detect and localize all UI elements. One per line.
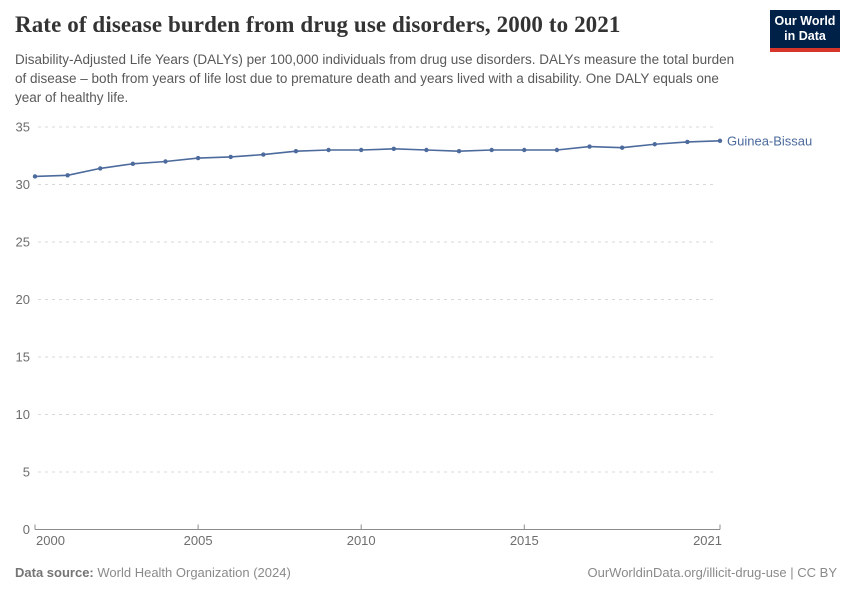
data-point[interactable] xyxy=(98,166,103,171)
data-point[interactable] xyxy=(456,148,462,154)
y-tick-label: 30 xyxy=(16,177,30,192)
owid-logo-line2: in Data xyxy=(784,29,826,43)
data-point[interactable] xyxy=(358,147,364,153)
y-tick-label: 0 xyxy=(23,522,30,537)
data-point[interactable] xyxy=(619,145,625,150)
data-point[interactable] xyxy=(65,173,70,178)
data-point[interactable] xyxy=(32,174,38,179)
x-tick-label: 2021 xyxy=(693,533,722,548)
data-point[interactable] xyxy=(685,139,690,145)
chart-footer: Data source: World Health Organization (… xyxy=(15,565,837,580)
y-tick-label: 35 xyxy=(16,120,30,135)
data-point[interactable] xyxy=(195,155,201,161)
y-tick-label: 20 xyxy=(16,292,30,307)
data-point[interactable] xyxy=(489,147,494,153)
y-tick-label: 5 xyxy=(23,465,30,480)
owid-logo-line1: Our World xyxy=(774,14,836,28)
y-tick-label: 25 xyxy=(16,235,30,250)
data-point[interactable] xyxy=(130,161,136,166)
y-tick-label: 15 xyxy=(16,350,30,365)
chart-subtitle: Disability-Adjusted Life Years (DALYs) p… xyxy=(15,52,735,105)
x-tick-label: 2010 xyxy=(347,533,376,548)
data-point[interactable] xyxy=(717,138,723,143)
page-title: Rate of disease burden from drug use dis… xyxy=(15,12,621,37)
series-end-label[interactable]: Guinea-Bissau xyxy=(727,133,812,148)
data-point[interactable] xyxy=(391,146,397,152)
footer-credit-link[interactable]: OurWorldinData.org/illicit-drug-use | CC… xyxy=(587,565,838,580)
x-tick-label: 2005 xyxy=(184,533,213,548)
y-tick-label: 10 xyxy=(16,407,30,422)
x-tick-label: 2015 xyxy=(510,533,539,548)
data-point[interactable] xyxy=(261,152,266,157)
data-point[interactable] xyxy=(522,147,527,153)
data-source-label: Data source: xyxy=(15,565,94,580)
data-point[interactable] xyxy=(326,147,331,153)
data-point[interactable] xyxy=(163,159,168,164)
data-point[interactable] xyxy=(554,147,560,153)
data-point[interactable] xyxy=(587,144,592,149)
owid-logo[interactable]: Our World in Data xyxy=(770,10,840,52)
x-tick-label: 2000 xyxy=(36,533,65,548)
data-source-value: World Health Organization (2024) xyxy=(97,565,291,580)
data-source: Data source: World Health Organization (… xyxy=(15,565,291,580)
data-point[interactable] xyxy=(293,148,299,154)
data-point[interactable] xyxy=(652,142,657,147)
trend-line[interactable] xyxy=(34,140,721,178)
data-point[interactable] xyxy=(424,147,429,153)
data-point[interactable] xyxy=(228,154,233,160)
